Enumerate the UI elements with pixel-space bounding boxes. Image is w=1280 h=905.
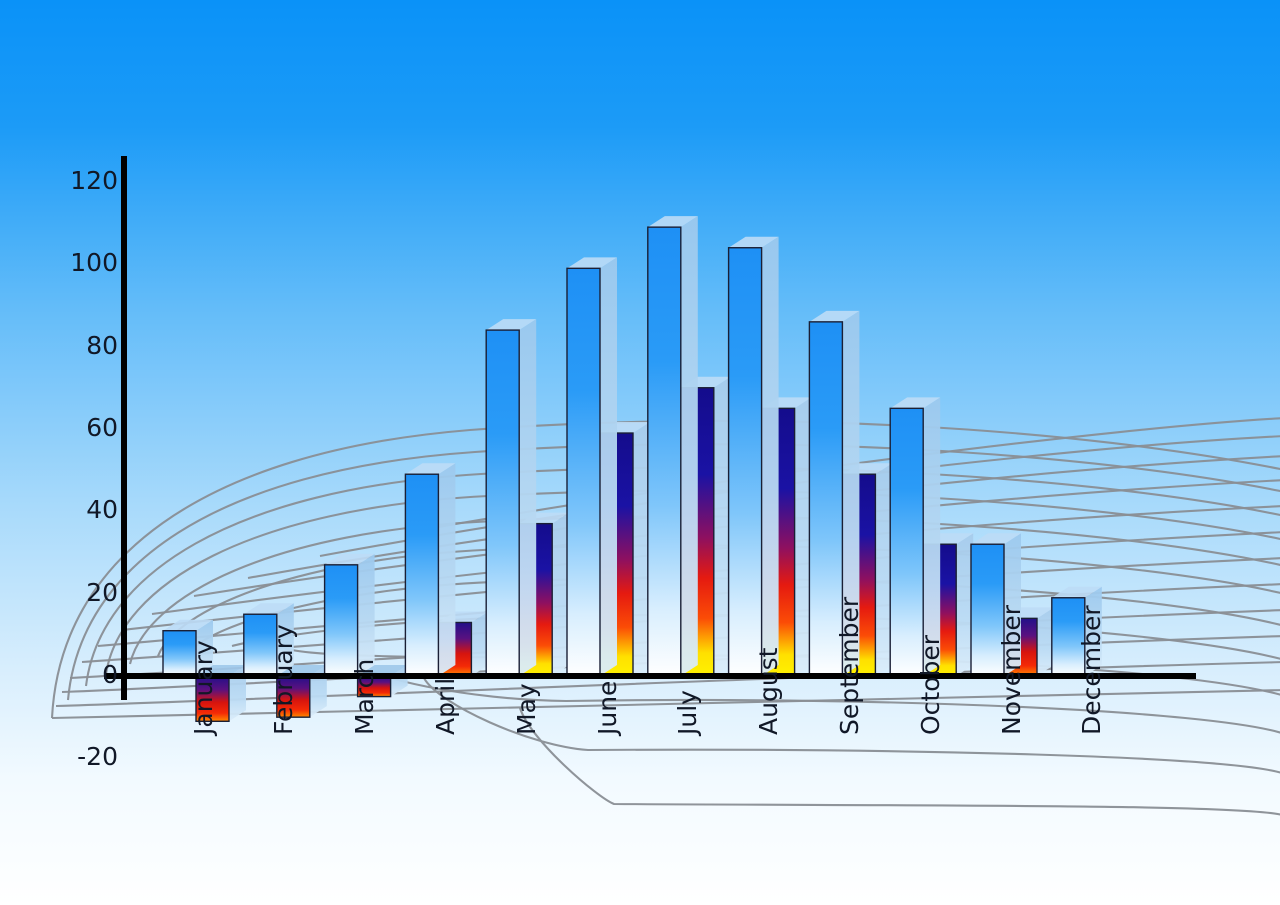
x-tick-label-november: November [996,604,1026,735]
x-tick-label-october: October [915,634,945,735]
y-tick-label-20: 20 [86,577,118,607]
x-tick-label-september: September [834,596,864,735]
y-tick-label-60: 60 [86,412,118,442]
y-tick-label-40: 40 [86,495,118,525]
bar-june-series1 [566,257,617,677]
x-tick-label-march: March [350,658,380,735]
x-tick-label-april: April [430,677,460,735]
x-tick-label-december: December [1077,605,1107,735]
bar-april-series1 [404,463,456,677]
y-tick-label-100: 100 [70,248,118,278]
bar-september-series1 [808,310,860,677]
bar-december-series1 [1051,586,1102,677]
bar-october-series1 [889,397,941,677]
y-tick-label--20: -20 [77,742,118,772]
x-tick-label-july: July [673,690,703,735]
y-tick-label-80: 80 [86,330,118,360]
bar-january-series1 [162,619,213,677]
bar-august-series1 [727,236,779,677]
y-tick-label-120: 120 [70,165,118,195]
x-tick-label-february: February [269,624,299,735]
x-tick-label-january: January [188,640,218,735]
x-tick-label-may: May [511,683,541,735]
bar-may-series1 [485,319,537,677]
x-tick-label-june: June [592,680,622,735]
y-tick-label-0: 0 [102,660,118,689]
bar-february-series1 [243,603,294,677]
x-tick-label-august: August [754,647,784,736]
bar-march-series1 [323,553,375,677]
bar-july-series1 [647,216,698,677]
bar-november-series1 [970,533,1021,677]
